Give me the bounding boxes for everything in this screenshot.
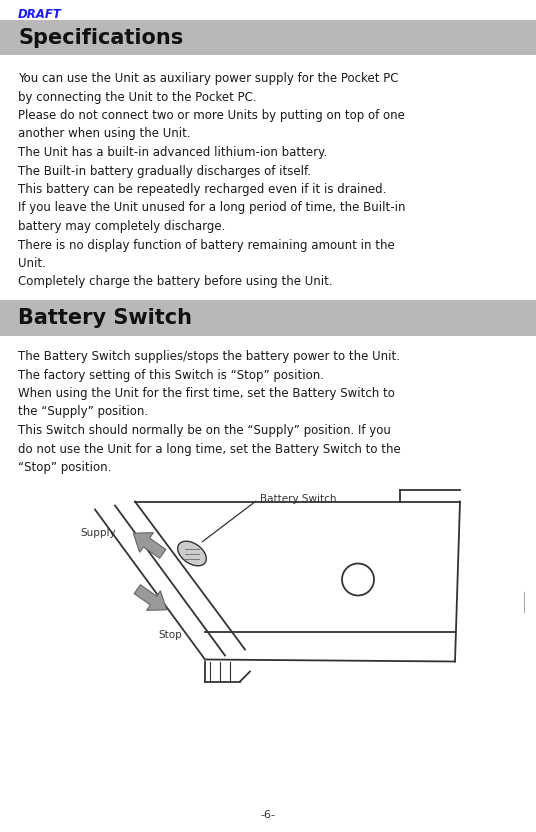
Text: Battery Switch: Battery Switch	[260, 494, 337, 504]
Text: The Battery Switch supplies/stops the battery power to the Unit.: The Battery Switch supplies/stops the ba…	[18, 350, 400, 363]
Ellipse shape	[178, 541, 206, 566]
Text: You can use the Unit as auxiliary power supply for the Pocket PC: You can use the Unit as auxiliary power …	[18, 72, 398, 85]
Text: Unit.: Unit.	[18, 257, 46, 270]
Text: by connecting the Unit to the Pocket PC.: by connecting the Unit to the Pocket PC.	[18, 91, 257, 103]
Polygon shape	[133, 532, 166, 558]
Text: Stop: Stop	[158, 630, 182, 640]
Text: -6-: -6-	[260, 810, 276, 820]
Text: Completely charge the battery before using the Unit.: Completely charge the battery before usi…	[18, 275, 333, 289]
Text: battery may completely discharge.: battery may completely discharge.	[18, 220, 225, 233]
Text: This Switch should normally be on the “Supply” position. If you: This Switch should normally be on the “S…	[18, 424, 391, 437]
Text: do not use the Unit for a long time, set the Battery Switch to the: do not use the Unit for a long time, set…	[18, 443, 401, 455]
Text: This battery can be repeatedly recharged even if it is drained.: This battery can be repeatedly recharged…	[18, 183, 386, 196]
Text: Supply: Supply	[80, 528, 116, 538]
Text: When using the Unit for the first time, set the Battery Switch to: When using the Unit for the first time, …	[18, 387, 395, 400]
Polygon shape	[134, 585, 167, 611]
Circle shape	[342, 563, 374, 596]
Text: The Unit has a built-in advanced lithium-ion battery.: The Unit has a built-in advanced lithium…	[18, 146, 327, 159]
Text: There is no display function of battery remaining amount in the: There is no display function of battery …	[18, 239, 394, 251]
Text: the “Supply” position.: the “Supply” position.	[18, 405, 148, 418]
Text: If you leave the Unit unused for a long period of time, the Built-in: If you leave the Unit unused for a long …	[18, 201, 406, 215]
Text: DRAFT: DRAFT	[18, 8, 62, 21]
Text: Battery Switch: Battery Switch	[18, 308, 192, 328]
Text: The factory setting of this Switch is “Stop” position.: The factory setting of this Switch is “S…	[18, 369, 324, 382]
Text: “Stop” position.: “Stop” position.	[18, 461, 111, 474]
Text: The Built-in battery gradually discharges of itself.: The Built-in battery gradually discharge…	[18, 165, 311, 177]
Text: Please do not connect two or more Units by putting on top of one: Please do not connect two or more Units …	[18, 109, 405, 122]
Bar	[0, 20, 536, 55]
Text: another when using the Unit.: another when using the Unit.	[18, 127, 191, 141]
Bar	[0, 300, 536, 336]
Text: Specifications: Specifications	[18, 27, 183, 47]
